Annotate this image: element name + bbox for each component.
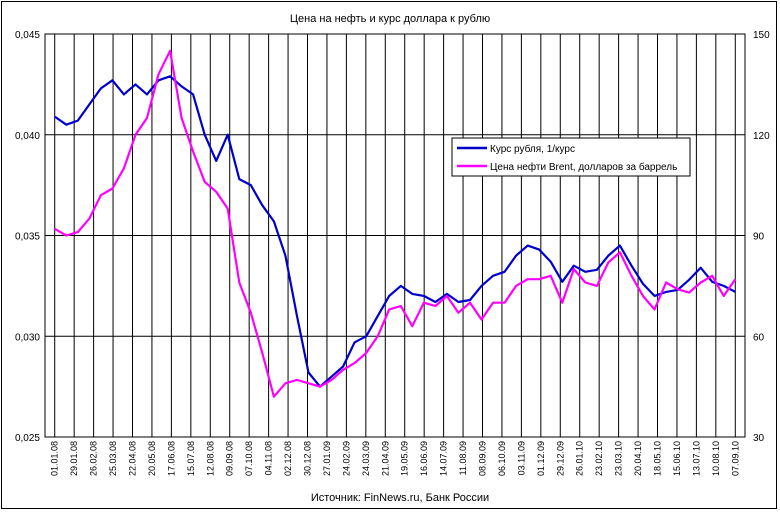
x-tick-label: 20.05.08: [147, 441, 157, 476]
x-tick-label: 11.08.09: [458, 441, 468, 475]
y-right-tick-label: 30: [753, 433, 765, 444]
x-tick-label: 14.07.09: [439, 441, 449, 476]
y-left-tick-label: 0,025: [15, 433, 40, 444]
y-left-tick-label: 0,040: [15, 131, 40, 142]
x-tick-label: 29.12.09: [555, 441, 565, 476]
grid-lines: [45, 33, 745, 438]
x-tick-label: 27.01.09: [322, 441, 332, 476]
x-tick-label: 07.10.08: [244, 441, 254, 476]
x-tick-label: 07.09.10: [730, 441, 740, 476]
x-tick-label: 01.01.08: [50, 441, 60, 476]
x-tick-label: 30.12.08: [303, 441, 313, 476]
x-tick-label: 25.03.08: [108, 441, 118, 476]
y-right-tick-label: 120: [753, 131, 770, 142]
y-right-tick-label: 60: [753, 332, 765, 343]
x-tick-label: 23.03.10: [614, 441, 624, 476]
x-tick-label: 10.08.10: [711, 441, 721, 476]
legend: Курс рубля, 1/курс Цена нефти Brent, дол…: [451, 137, 691, 177]
x-tick-label: 16.06.09: [419, 441, 429, 476]
x-tick-label: 12.08.08: [205, 441, 215, 476]
x-tick-label: 23.02.10: [594, 441, 604, 476]
x-tick-label: 29.01.08: [69, 441, 79, 476]
x-tick-label: 24.03.09: [361, 441, 371, 476]
y-left-tick-label: 0,035: [15, 232, 40, 243]
x-tick-label: 21.04.09: [380, 441, 390, 476]
series-line-ruble: [54, 75, 736, 388]
legend-label-brent: Цена нефти Brent, долларов за баррель: [490, 161, 677, 173]
x-tick-label: 15.06.10: [672, 441, 682, 476]
x-tick-label: 20.04.10: [633, 441, 643, 476]
chart-title: Цена на нефть и курс доллара к рублю: [290, 13, 490, 25]
x-axis: 01.01.08 29.01.08 26.02.08 25.03.08 22.04.08…: [50, 441, 741, 476]
x-tick-label: 06.10.09: [497, 441, 507, 476]
x-tick-label: 15.07.08: [186, 441, 196, 476]
y-right-tick-label: 90: [753, 232, 765, 243]
x-tick-label: 18.05.10: [653, 441, 663, 476]
x-tick-label: 26.02.08: [89, 441, 99, 476]
y-left-tick-label: 0,045: [15, 30, 40, 41]
x-tick-label: 03.11.09: [516, 441, 526, 475]
series-layer: [54, 49, 737, 398]
legend-label-ruble: Курс рубля, 1/курс: [490, 143, 575, 155]
legend-box: [451, 137, 691, 177]
x-tick-label: 24.02.09: [341, 441, 351, 476]
x-tick-label: 22.04.08: [128, 441, 138, 476]
x-tick-label: 13.07.10: [691, 441, 701, 476]
x-tick-label: 26.01.10: [575, 441, 585, 476]
x-tick-label: 19.05.09: [400, 441, 410, 476]
y-left-tick-label: 0,030: [15, 332, 40, 343]
y-axis-left: 0,025 0,030 0,035 0,040 0,045: [15, 30, 40, 444]
x-tick-label: 17.06.08: [166, 441, 176, 476]
y-axis-right: 30 60 90 120 150: [753, 30, 770, 444]
x-tick-label: 08.09.09: [478, 441, 488, 476]
plot-area: [44, 33, 746, 438]
series-line-brent: [54, 49, 737, 398]
x-tick-label: 01.12.09: [536, 441, 546, 476]
x-tick-label: 09.09.08: [225, 441, 235, 476]
x-tick-label: 02.12.08: [283, 441, 293, 476]
chart-source: Источник: FinNews.ru, Банк России: [311, 492, 489, 504]
y-right-tick-label: 150: [753, 30, 770, 41]
x-tick-label: 04.11.08: [264, 441, 274, 475]
